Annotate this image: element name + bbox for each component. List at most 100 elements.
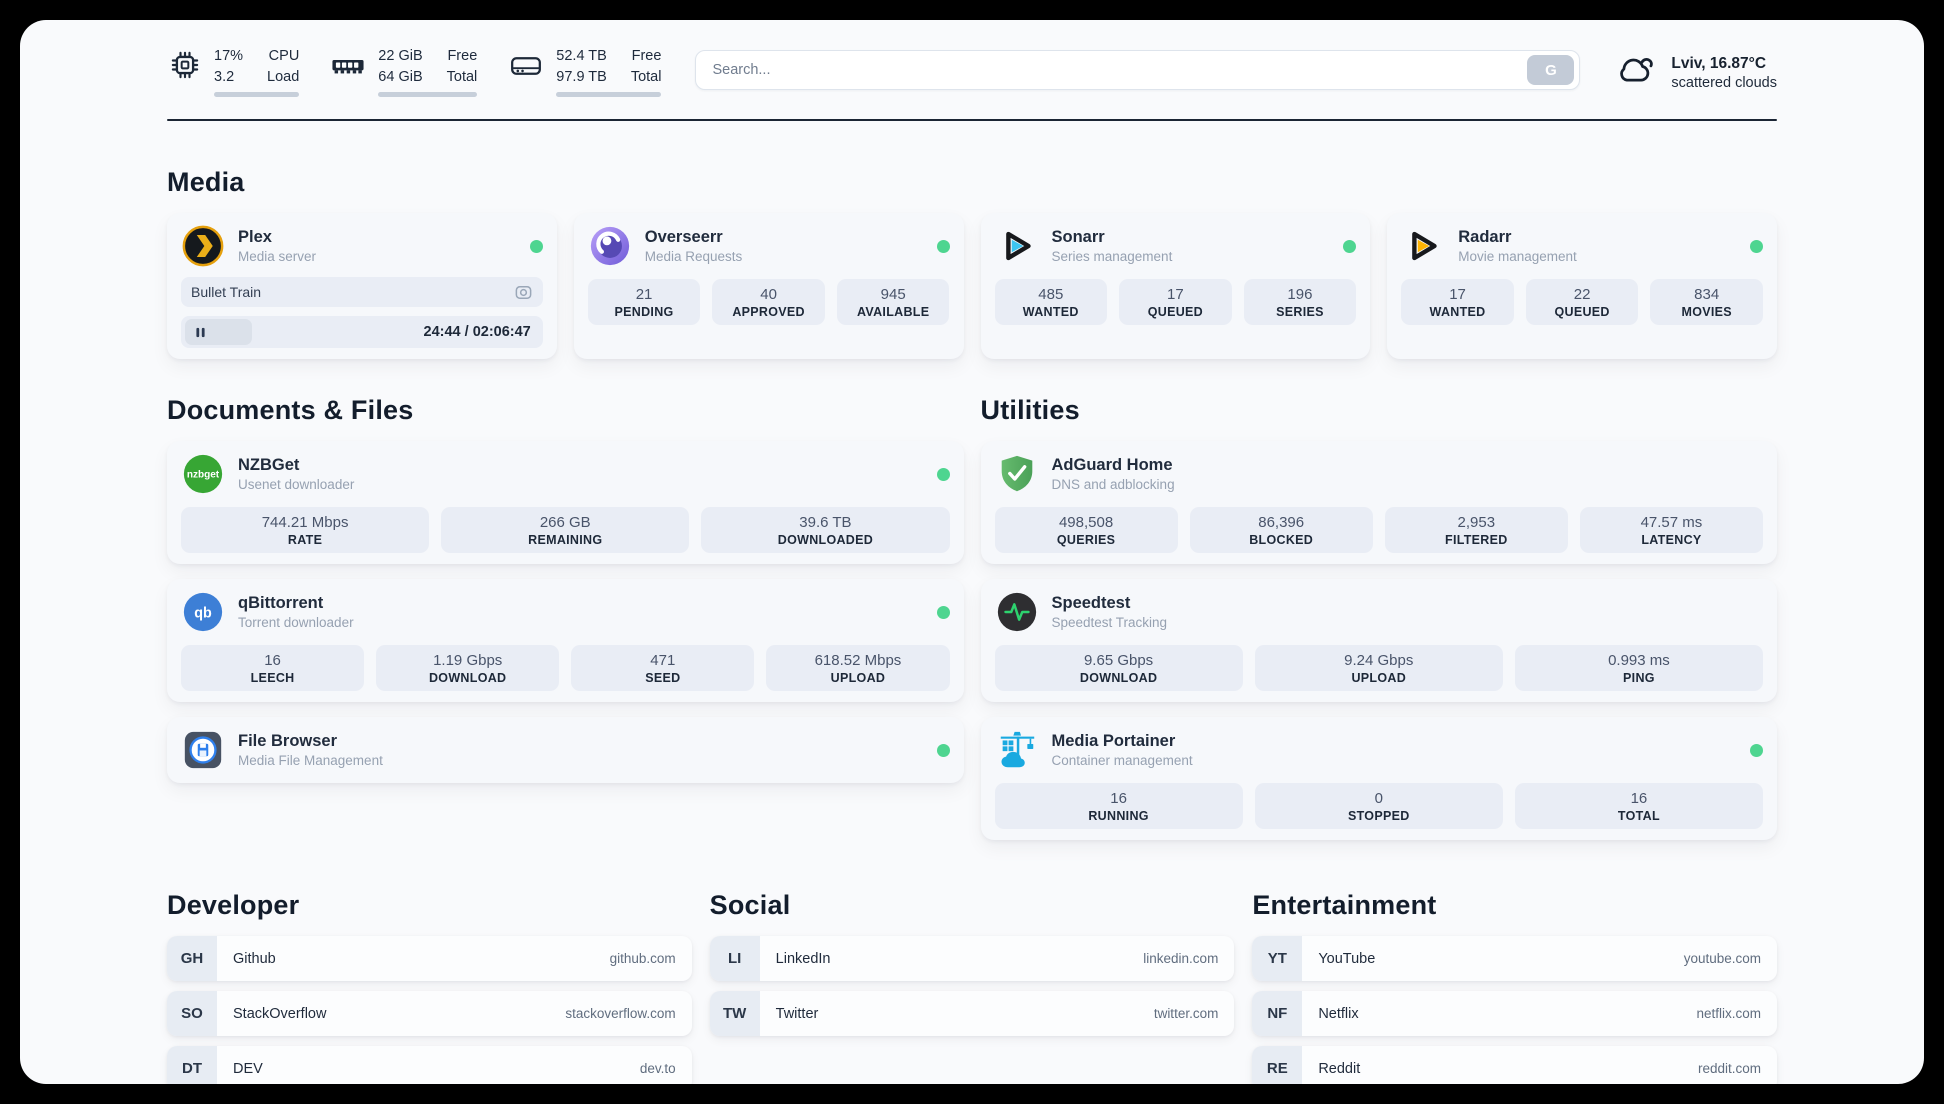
link-youtube[interactable]: YT YouTube youtube.com — [1252, 936, 1777, 982]
storage-total-label: Total — [630, 68, 662, 85]
search-engine-button[interactable]: G — [1527, 55, 1575, 85]
radarr-card[interactable]: Radarr Movie management 17 WANTED 22 QUEUE… — [1387, 213, 1777, 360]
qbittorrent-icon: qb — [181, 590, 225, 634]
status-dot — [1750, 239, 1763, 253]
qbittorrent-card[interactable]: qb qBittorrent Torrent downloader 16 LEEC… — [167, 579, 964, 703]
adguard-icon — [995, 452, 1039, 496]
utilities-section: Utilities AdGuard Home DNS and adblockin… — [980, 395, 1777, 841]
media-section: Media Plex Media server Bullet — [167, 167, 1777, 360]
status-dot — [936, 239, 950, 253]
stat-pending: 21 PENDING — [587, 279, 701, 326]
stat-series: 196 SERIES — [1243, 279, 1357, 326]
link-linkedin[interactable]: LI LinkedIn linkedin.com — [709, 936, 1235, 982]
developer-section: Developer GH Github github.com SO StackO… — [167, 890, 692, 1084]
stat-upload: 618.52 Mbps UPLOAD — [766, 645, 950, 692]
stat-blocked: 86,396 BLOCKED — [1189, 507, 1373, 554]
stat-available: 945 AVAILABLE — [836, 279, 950, 326]
playback-elapsed-bar — [185, 319, 253, 346]
social-section: Social LI LinkedIn linkedin.com TW Twitt… — [709, 890, 1235, 1037]
session-camera-icon[interactable] — [514, 283, 533, 302]
link-dev[interactable]: DT DEV dev.to — [167, 1046, 692, 1084]
stackoverflow-abbr-icon: SO — [167, 991, 217, 1037]
media-section-title: Media — [167, 167, 245, 198]
filebrowser-card[interactable]: File Browser Media File Management — [167, 717, 964, 784]
stat-queries: 498,508 QUERIES — [994, 507, 1178, 554]
stat-download: 9.65 Gbps DOWNLOAD — [994, 645, 1243, 692]
cpu-progress-bar — [214, 92, 300, 98]
status-dot — [936, 605, 950, 619]
cloud-icon — [1614, 48, 1658, 97]
app-subtitle: Media Requests — [644, 249, 743, 265]
memory-stat: 22 GiB Free 64 GiB Total — [329, 46, 478, 98]
memory-total-value: 64 GiB — [378, 68, 423, 85]
app-subtitle: Movie management — [1458, 249, 1577, 265]
stat-rate: 744.21 Mbps RATE — [181, 507, 430, 554]
svg-text:qb: qb — [194, 605, 212, 621]
disk-icon — [507, 47, 545, 97]
header-divider — [167, 119, 1777, 122]
speedtest-icon — [995, 590, 1039, 634]
weather-location-temp: Lviv, 16.87°C — [1671, 54, 1767, 72]
stat-queued: 22 QUEUED — [1525, 279, 1639, 326]
radarr-icon — [1401, 224, 1445, 268]
app-name: Speedtest — [1051, 594, 1131, 613]
stat-total: 16 TOTAL — [1514, 783, 1764, 830]
adguard-card[interactable]: AdGuard Home DNS and adblocking 498,508 Q… — [980, 441, 1777, 565]
nzbget-card[interactable]: nzbget NZBGet Usenet downloader 744.21 M… — [167, 441, 964, 565]
memory-progress-bar — [378, 92, 478, 98]
app-name: Radarr — [1458, 228, 1512, 247]
app-name: AdGuard Home — [1051, 456, 1173, 475]
app-subtitle: Usenet downloader — [238, 477, 355, 493]
header-bar: 17% CPU 3.2 Load 22 GiB Free 64 GiB Tota… — [20, 20, 1924, 98]
link-stackoverflow[interactable]: SO StackOverflow stackoverflow.com — [167, 991, 692, 1037]
storage-free-value: 52.4 TB — [556, 48, 607, 64]
overseerr-card[interactable]: Overseerr Media Requests 21 PENDING 40 APP… — [573, 213, 964, 360]
pause-icon[interactable] — [194, 326, 207, 339]
app-subtitle: Speedtest Tracking — [1051, 615, 1168, 631]
portainer-card[interactable]: Media Portainer Container management 16 R… — [980, 717, 1777, 841]
stat-remaining: 266 GB REMAINING — [441, 507, 690, 554]
status-dot — [1343, 239, 1357, 253]
app-name: Sonarr — [1051, 228, 1105, 247]
storage-total-value: 97.9 TB — [556, 68, 607, 85]
dev-abbr-icon: DT — [167, 1046, 217, 1084]
link-twitter[interactable]: TW Twitter twitter.com — [709, 991, 1235, 1037]
dashboard-page: 17% CPU 3.2 Load 22 GiB Free 64 GiB Tota… — [20, 20, 1924, 1084]
cpu-icon — [167, 47, 203, 97]
link-netflix[interactable]: NF Netflix netflix.com — [1252, 991, 1777, 1037]
status-dot — [936, 743, 950, 757]
stat-movies: 834 MOVIES — [1650, 279, 1763, 326]
status-dot — [936, 467, 950, 481]
app-name: Overseerr — [644, 228, 723, 247]
link-reddit[interactable]: RE Reddit reddit.com — [1252, 1046, 1777, 1084]
search-bar[interactable]: G — [695, 50, 1581, 90]
app-name: qBittorrent — [238, 594, 324, 613]
twitter-abbr-icon: TW — [709, 991, 760, 1037]
cpu-label: CPU — [268, 48, 300, 64]
stat-wanted: 17 WANTED — [1401, 279, 1514, 326]
social-section-title: Social — [709, 890, 791, 921]
sonarr-card[interactable]: Sonarr Series management 485 WANTED 17 QUE… — [980, 213, 1371, 360]
app-subtitle: DNS and adblocking — [1051, 477, 1175, 493]
app-name: Media Portainer — [1051, 732, 1176, 751]
documents-section: Documents & Files nzbget NZBGet Usenet d… — [167, 395, 964, 784]
app-name: NZBGet — [238, 456, 300, 475]
nzbget-icon: nzbget — [181, 452, 225, 496]
weather-widget: Lviv, 16.87°C scattered clouds — [1614, 48, 1777, 97]
link-github[interactable]: GH Github github.com — [167, 936, 692, 982]
svg-text:nzbget: nzbget — [187, 470, 220, 481]
app-subtitle: Torrent downloader — [238, 615, 354, 631]
stat-filtered: 2,953 FILTERED — [1384, 507, 1568, 554]
app-subtitle: Series management — [1051, 249, 1173, 265]
weather-condition: scattered clouds — [1671, 74, 1777, 91]
speedtest-card[interactable]: Speedtest Speedtest Tracking 9.65 Gbps DO… — [980, 579, 1777, 703]
stat-approved: 40 APPROVED — [712, 279, 825, 326]
cpu-percent: 17% — [214, 48, 244, 64]
app-subtitle: Media File Management — [238, 753, 383, 769]
app-name: File Browser — [238, 732, 338, 751]
search-input[interactable] — [696, 62, 1580, 78]
cpu-stat: 17% CPU 3.2 Load — [167, 46, 300, 98]
plex-card[interactable]: Plex Media server Bullet Train — [167, 213, 557, 360]
memory-free-label: Free — [447, 48, 478, 64]
reddit-abbr-icon: RE — [1252, 1046, 1303, 1084]
